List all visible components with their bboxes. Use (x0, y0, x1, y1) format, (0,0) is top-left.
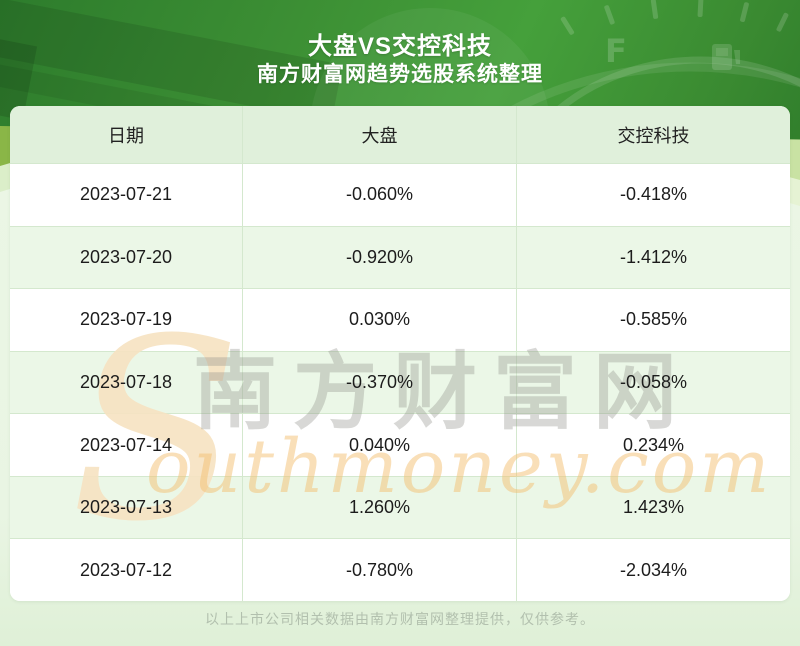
column-header-market: 大盘 (243, 106, 517, 163)
column-header-stock: 交控科技 (617, 125, 690, 146)
cell-market: -0.060% (243, 164, 517, 226)
table-row: 2023-07-13 1.260% 1.423% (10, 475, 790, 539)
table-row: 2023-07-12 -0.780% -2.034% (10, 538, 790, 601)
cell-market: -0.370% (243, 351, 517, 414)
cell-stock: -0.585% (619, 309, 687, 330)
table-header-row: 日期 大盘 交控科技 (10, 106, 790, 163)
cell-stock: -0.058% (619, 371, 687, 392)
table-row: 2023-07-20 -0.920% -1.412% (10, 225, 790, 289)
cell-date: 2023-07-14 (10, 414, 243, 476)
table-row: 2023-07-18 -0.370% -0.058% (10, 350, 790, 414)
table-row: 2023-07-19 0.030% -0.585% (10, 288, 790, 351)
cell-date: 2023-07-12 (10, 539, 243, 601)
cell-date: 2023-07-20 (10, 226, 243, 289)
table-row: 2023-07-21 -0.060% -0.418% (10, 163, 790, 226)
cell-market: 0.030% (243, 289, 517, 351)
cell-stock: -1.412% (619, 246, 687, 267)
table-row: 2023-07-14 0.040% 0.234% (10, 413, 790, 476)
data-table: 日期 大盘 交控科技 2023-07-21 -0.060% -0.418% 20… (10, 106, 790, 601)
cell-date: 2023-07-13 (10, 476, 243, 539)
cell-date: 2023-07-18 (10, 351, 243, 414)
svg-text:F: F (605, 32, 627, 70)
cell-market: -0.920% (243, 226, 517, 289)
cell-market: -0.780% (243, 539, 517, 601)
cell-market: 1.260% (243, 476, 517, 539)
cell-date: 2023-07-19 (10, 289, 243, 351)
cell-market: 0.040% (243, 414, 517, 476)
page-title: 大盘VS交控科技 (307, 33, 492, 60)
cell-stock: 1.423% (622, 497, 685, 518)
footer-note: 以上上市公司相关数据由南方财富网整理提供，仅供参考。 (205, 611, 595, 627)
cell-stock: 0.234% (622, 434, 685, 455)
page-subtitle: 南方财富网趋势选股系统整理 (257, 63, 543, 86)
fuel-pump-icon (712, 44, 740, 70)
cell-stock: -0.418% (619, 184, 687, 205)
table-body: 2023-07-21 -0.060% -0.418% 2023-07-20 -0… (10, 163, 790, 601)
cell-stock: -2.034% (619, 559, 687, 580)
column-header-date: 日期 (10, 106, 243, 163)
cell-date: 2023-07-21 (10, 164, 243, 226)
